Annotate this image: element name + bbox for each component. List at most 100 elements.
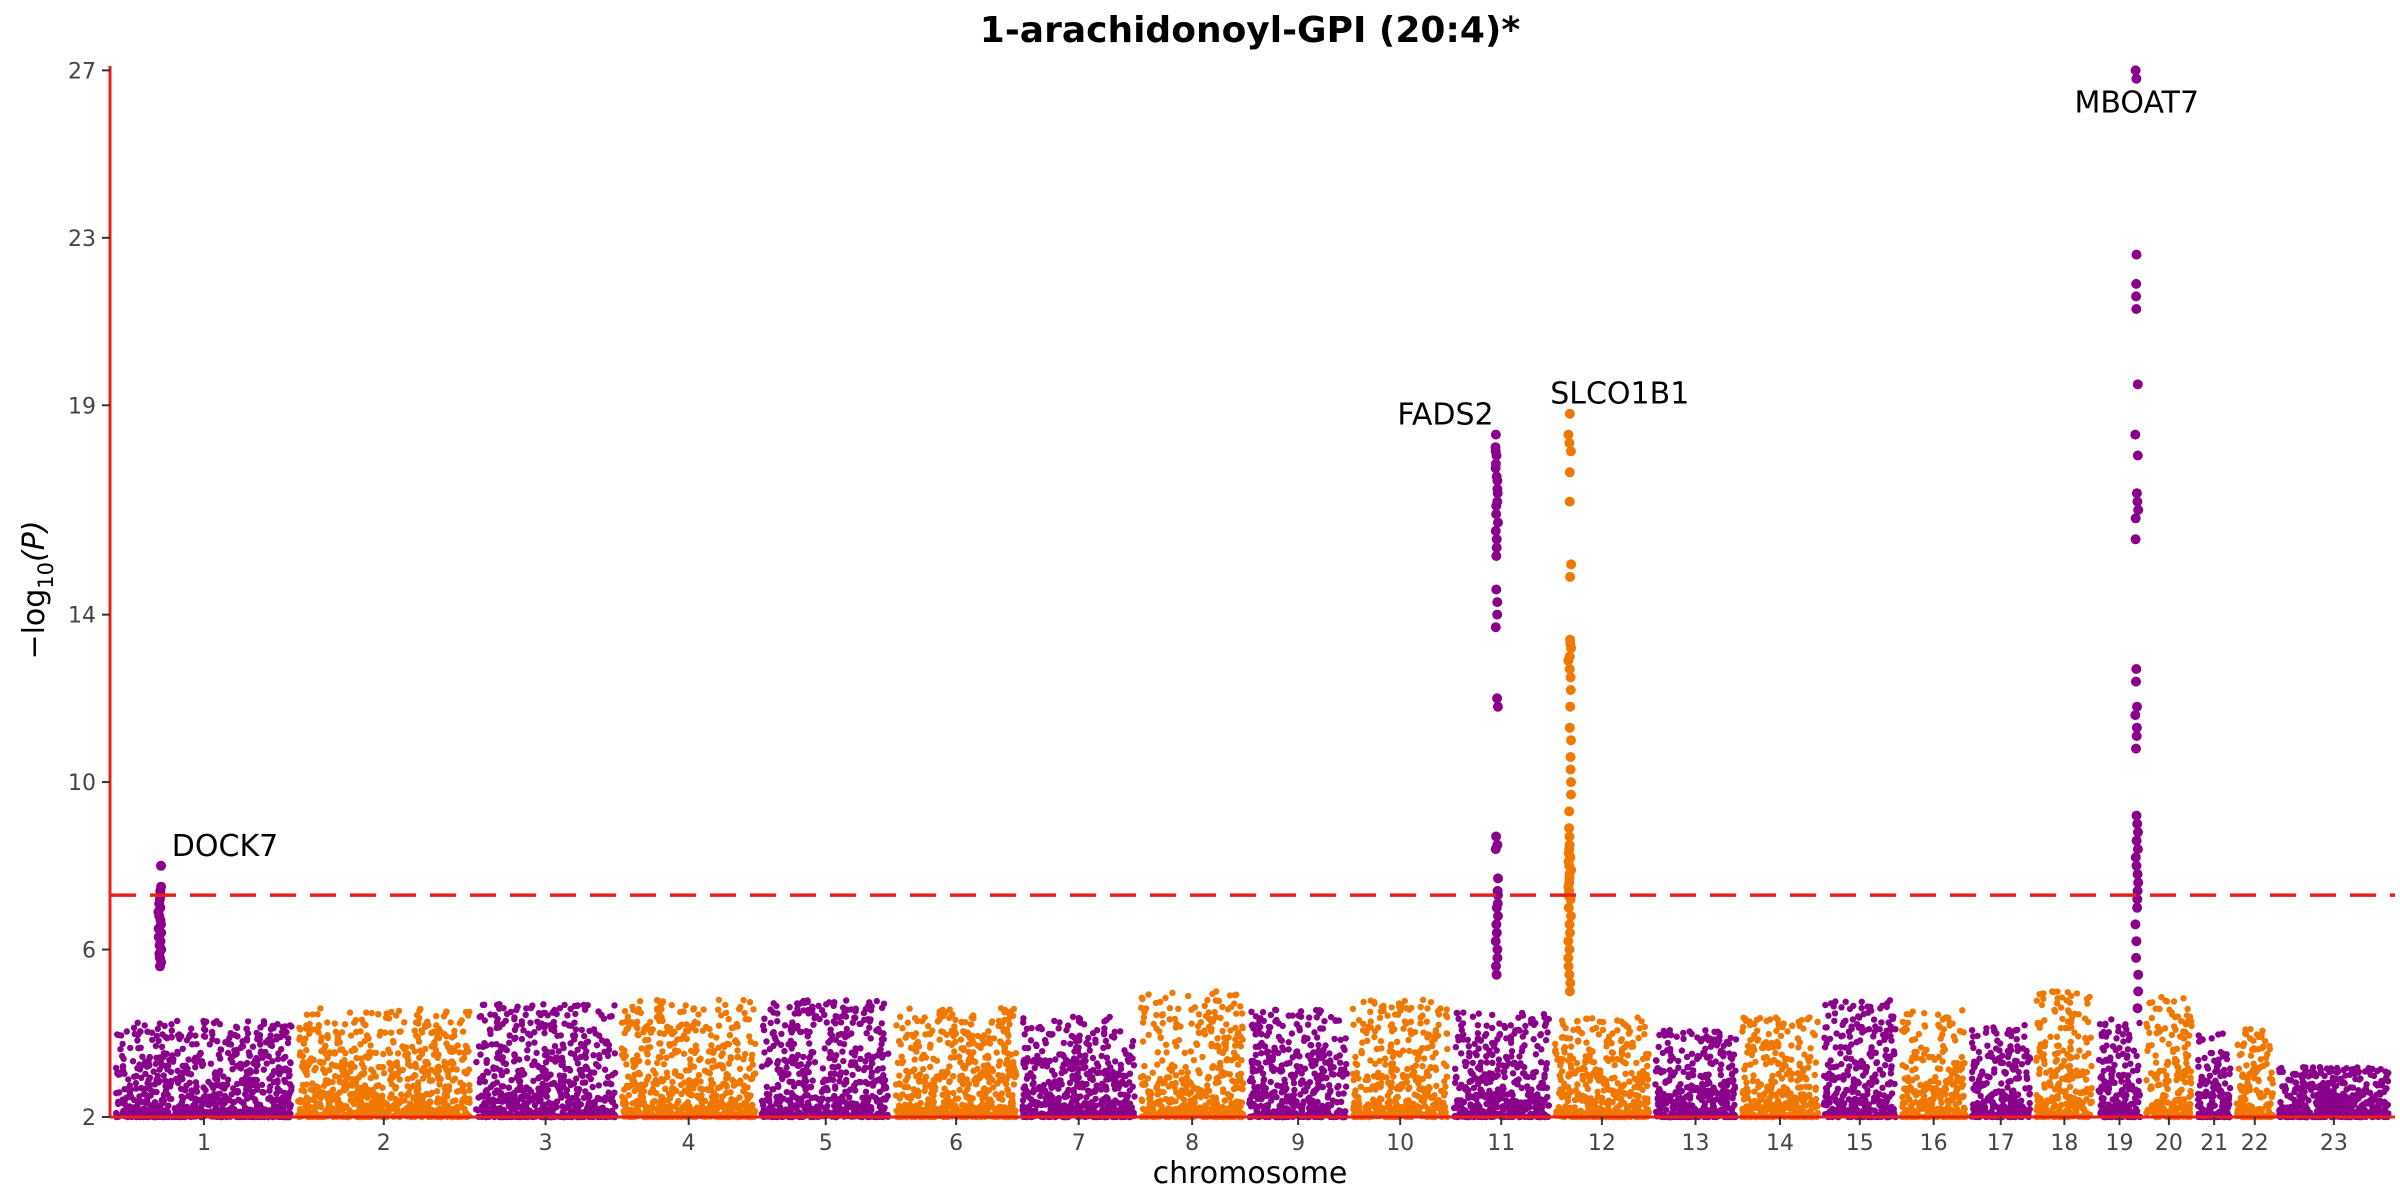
background-point-chr1 <box>168 1033 175 1040</box>
background-point-chr8 <box>1175 1036 1183 1044</box>
background-point-chr1 <box>202 1026 209 1034</box>
background-point-chr8 <box>1233 1010 1240 1017</box>
background-point-chr2 <box>352 1098 360 1105</box>
background-point-chr2 <box>416 1014 423 1022</box>
background-point-chr4 <box>726 1032 734 1039</box>
background-point-chr1 <box>182 1067 190 1075</box>
background-point-chr1 <box>154 1025 161 1033</box>
data-points <box>112 65 2392 1121</box>
background-point-chr6 <box>915 1088 922 1096</box>
background-point-chr6 <box>1006 1064 1013 1071</box>
background-point-chr2 <box>404 1050 412 1057</box>
background-point-chr1 <box>257 1041 264 1048</box>
background-point-chr7 <box>1125 1058 1132 1065</box>
background-point-chr3 <box>524 1047 531 1054</box>
background-point-chr6 <box>957 1073 964 1080</box>
background-point-chr1 <box>269 1058 276 1065</box>
background-point-chr1 <box>210 1090 218 1098</box>
background-point-chr1 <box>158 1043 166 1051</box>
background-point-chr6 <box>1010 1081 1018 1088</box>
background-point-chr3 <box>525 1041 532 1048</box>
background-point-chr1 <box>252 1082 259 1089</box>
background-point-chr5 <box>802 1085 809 1092</box>
background-point-chr5 <box>760 1022 767 1029</box>
background-point-chr2 <box>439 1099 447 1107</box>
background-point-chr2 <box>433 1012 440 1020</box>
background-point-chr2 <box>388 1091 395 1098</box>
background-point-chr2 <box>303 1022 310 1029</box>
background-point-chr3 <box>505 1092 512 1099</box>
background-point-chr7 <box>1069 1066 1076 1073</box>
background-point-chr4 <box>747 1075 755 1083</box>
background-point-chr5 <box>877 1076 884 1083</box>
background-point-chr1 <box>227 1030 234 1037</box>
background-point-chr1 <box>251 1096 258 1103</box>
background-point-chr5 <box>827 1050 834 1057</box>
background-point-chr5 <box>880 1036 887 1043</box>
background-point-chr7 <box>1069 1072 1076 1080</box>
background-point-chr1 <box>254 1061 261 1069</box>
background-point-chr5 <box>880 1030 887 1037</box>
background-point-chr2 <box>401 1019 408 1026</box>
background-point-chr7 <box>1075 1018 1083 1025</box>
background-point-chr1 <box>153 1054 160 1062</box>
background-point-chr4 <box>642 1037 649 1044</box>
background-point-chr5 <box>875 1025 882 1033</box>
background-point-chr3 <box>585 1101 592 1108</box>
background-point-chr1 <box>158 1062 166 1069</box>
background-point-chr5 <box>877 1101 884 1109</box>
background-point-chr8 <box>1203 1087 1211 1094</box>
background-point-chr2 <box>340 1103 348 1110</box>
background-point-chr3 <box>584 1002 591 1009</box>
background-point-chr1 <box>273 1033 280 1040</box>
background-point-chr2 <box>398 1097 405 1105</box>
background-point-chr9 <box>1306 1014 1313 1021</box>
background-point-chr2 <box>297 1049 304 1056</box>
background-point-chr8 <box>1162 994 1169 1002</box>
background-point-chr8 <box>1227 1027 1234 1034</box>
background-point-chr1 <box>177 1085 185 1093</box>
background-point-chr3 <box>547 1071 554 1078</box>
background-point-chr5 <box>877 1109 885 1116</box>
background-point-chr3 <box>536 1087 544 1094</box>
background-point-chr4 <box>659 999 666 1006</box>
background-point-chr6 <box>927 1041 934 1048</box>
background-point-chr1 <box>238 1078 246 1085</box>
background-point-chr1 <box>274 1020 281 1028</box>
background-point-chr8 <box>1232 1042 1239 1049</box>
background-point-chr5 <box>879 1065 886 1072</box>
background-point-chr8 <box>1202 1012 1210 1020</box>
background-point-chr3 <box>545 1055 552 1062</box>
background-point-chr4 <box>740 1056 747 1063</box>
background-point-chr6 <box>896 1080 903 1087</box>
background-point-chr1 <box>258 1081 266 1089</box>
background-point-chr4 <box>684 1099 691 1106</box>
background-point-chr1 <box>162 1033 169 1041</box>
background-point-chr7 <box>1027 1037 1035 1044</box>
background-point-chr3 <box>591 1103 599 1110</box>
background-point-chr1 <box>164 1062 171 1069</box>
background-point-chr5 <box>766 1045 773 1053</box>
background-point-chr3 <box>480 1093 487 1100</box>
background-point-chr5 <box>878 1020 885 1027</box>
background-point-chr1 <box>203 1018 210 1025</box>
background-point-chr8 <box>1201 1027 1208 1034</box>
background-point-chr8 <box>1213 988 1220 995</box>
background-point-chr1 <box>281 1076 288 1084</box>
background-point-chr5 <box>805 1060 812 1067</box>
background-point-chr2 <box>371 1094 379 1102</box>
background-point-chr1 <box>162 1077 169 1084</box>
background-point-chr4 <box>660 1108 668 1115</box>
background-point-chr1 <box>163 1050 170 1058</box>
background-point-chr5 <box>763 1038 770 1045</box>
background-point-chr5 <box>801 1074 808 1081</box>
background-point-chr2 <box>435 1034 443 1042</box>
background-point-chr1 <box>186 1079 193 1087</box>
background-point-chr3 <box>532 1092 539 1099</box>
background-point-chr2 <box>361 1082 369 1089</box>
background-point-chr5 <box>821 1045 828 1052</box>
background-point-chr7 <box>1090 1103 1098 1110</box>
background-point-chr4 <box>685 1067 693 1074</box>
background-point-chr3 <box>474 1106 481 1114</box>
background-point-chr4 <box>746 1065 753 1072</box>
